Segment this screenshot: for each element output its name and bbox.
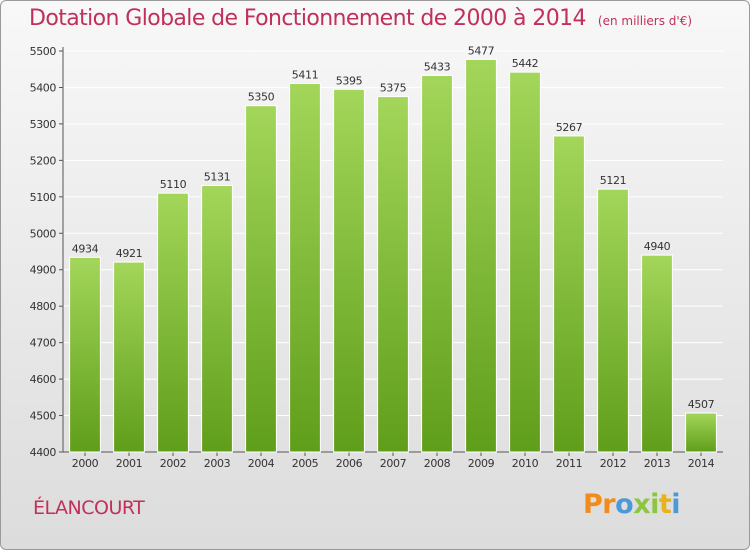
x-tick-label: 2003 [204, 457, 231, 470]
bar-value-label: 5477 [468, 44, 495, 57]
bar [377, 96, 409, 453]
bar [597, 188, 629, 453]
y-tick-label: 4700 [30, 337, 57, 350]
y-tick-label: 5000 [30, 227, 57, 240]
x-tick-label: 2004 [248, 457, 275, 470]
bar-value-label: 5121 [600, 174, 626, 187]
bar [113, 261, 145, 453]
bar-value-label: 4921 [116, 247, 142, 260]
y-tick-label: 4900 [30, 264, 57, 277]
logo-letter: P [583, 489, 603, 520]
bar-value-label: 4507 [688, 398, 715, 411]
logo-letter: t [658, 489, 672, 520]
bar [685, 412, 717, 453]
bar-value-label: 5110 [160, 178, 187, 191]
x-tick-label: 2014 [688, 457, 715, 470]
y-tick-label: 5400 [30, 81, 57, 94]
logo-letter: r [602, 489, 616, 520]
label-layer: 4400 4500 4600 4700 4800 4900 5000 5100 5200 5300… [30, 44, 715, 470]
y-tick-label: 5100 [30, 191, 57, 204]
x-tick-label: 2002 [160, 457, 186, 470]
y-tick-label: 4800 [30, 300, 57, 313]
bar [421, 74, 453, 453]
bar [465, 58, 497, 453]
y-tick-label: 4600 [30, 373, 57, 386]
x-tick-label: 2013 [644, 457, 671, 470]
x-tick-label: 2001 [116, 457, 142, 470]
x-tick-label: 2011 [556, 457, 582, 470]
bar [333, 88, 365, 453]
logo-letter: i [671, 489, 681, 520]
x-tick-label: 2012 [600, 457, 626, 470]
bar-value-label: 5433 [424, 60, 451, 73]
bar-value-label: 4940 [644, 240, 671, 253]
bar-value-label: 4934 [72, 242, 99, 255]
x-tick-label: 2000 [72, 457, 99, 470]
y-tick-label: 4400 [30, 446, 57, 459]
y-tick-label: 5200 [30, 154, 57, 167]
chart-title-text: Dotation Globale de Fonctionnement de 20… [29, 6, 587, 31]
y-tick-label: 5500 [30, 45, 57, 58]
bar-value-label: 5375 [380, 82, 407, 95]
x-tick-label: 2010 [512, 457, 539, 470]
bar [157, 192, 189, 453]
y-tick-label: 4500 [30, 410, 57, 423]
bar-value-label: 5411 [292, 68, 318, 81]
bar [553, 135, 585, 453]
x-tick-label: 2005 [292, 457, 319, 470]
bar [201, 185, 233, 453]
unit-note: (en milliers d'€) [597, 14, 693, 28]
x-tick-label: 2008 [424, 457, 451, 470]
bar [69, 256, 101, 453]
proxiti-logo[interactable]: Proxiti [583, 489, 681, 520]
bar-value-label: 5442 [512, 57, 538, 70]
bar-value-label: 5350 [248, 91, 275, 104]
bar [641, 254, 673, 453]
chart-title: Dotation Globale de Fonctionnement de 20… [29, 6, 692, 31]
y-tick-label: 5300 [30, 118, 57, 131]
x-tick-label: 2006 [336, 457, 363, 470]
bar-layer [69, 58, 717, 453]
bar [509, 71, 541, 453]
logo-letter: x [633, 489, 651, 520]
bar [245, 105, 277, 453]
bar [289, 82, 321, 453]
x-tick-label: 2007 [380, 457, 407, 470]
bar-value-label: 5267 [556, 121, 583, 134]
logo-letter: o [615, 489, 634, 520]
logo-letter: i [650, 489, 659, 520]
commune-name: ÉLANCOURT [33, 497, 145, 519]
x-tick-label: 2009 [468, 457, 495, 470]
bar-value-label: 5131 [204, 171, 230, 184]
bar-value-label: 5395 [336, 74, 363, 87]
